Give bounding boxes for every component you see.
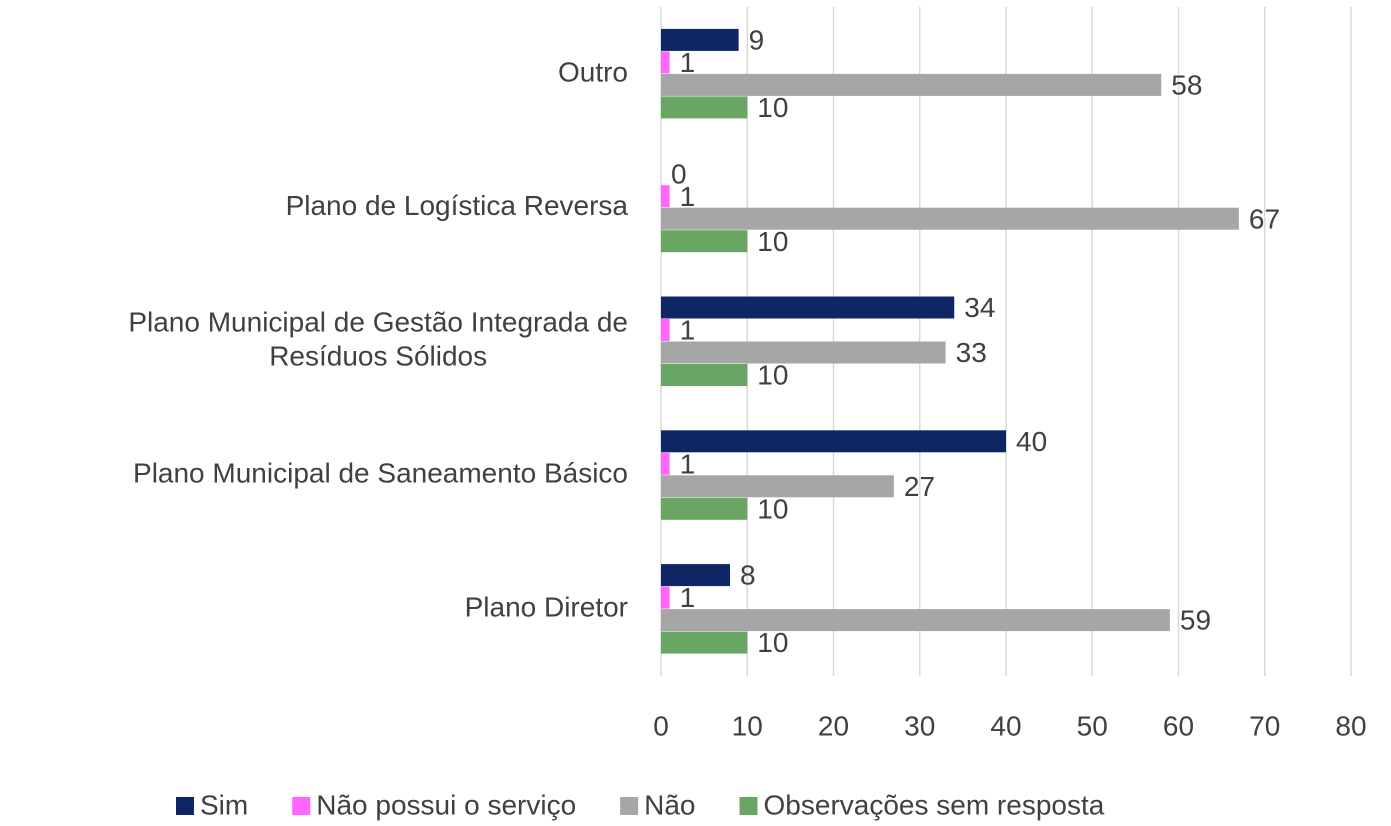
- legend-swatch: [620, 797, 639, 815]
- bar: [661, 28, 739, 51]
- bar: [661, 364, 748, 386]
- data-label: 10: [757, 226, 788, 257]
- category-label: Outro: [558, 56, 628, 87]
- x-tick-label: 50: [1077, 710, 1108, 741]
- bar: [661, 207, 1239, 230]
- bar: [661, 319, 670, 341]
- legend-swatch: [176, 797, 194, 815]
- bar: [661, 609, 1170, 632]
- data-label: 0: [671, 158, 687, 189]
- category-label: Plano Municipal de Saneamento Básico: [133, 458, 628, 489]
- data-label: 33: [956, 337, 987, 368]
- legend-label: Observações sem resposta: [764, 789, 1105, 820]
- x-tick-label: 70: [1249, 710, 1280, 741]
- data-label: 10: [757, 627, 788, 658]
- legend-label: Não: [644, 789, 695, 820]
- x-tick-label: 80: [1335, 710, 1366, 741]
- bar: [661, 51, 670, 74]
- category-label: Plano Diretor: [465, 591, 628, 622]
- data-label: 1: [680, 448, 696, 479]
- data-label: 59: [1180, 605, 1211, 636]
- bar: [661, 230, 748, 253]
- bar: [661, 73, 1162, 96]
- legend-label: Sim: [200, 789, 248, 820]
- legend-swatch: [739, 797, 758, 815]
- data-label: 1: [680, 315, 696, 346]
- bar: [661, 96, 748, 119]
- bar: [661, 564, 730, 587]
- legend-label: Não possui o serviço: [316, 789, 576, 820]
- x-tick-label: 0: [653, 710, 669, 741]
- x-tick-label: 20: [818, 710, 849, 741]
- data-label: 10: [757, 493, 788, 524]
- x-tick-label: 60: [1163, 710, 1194, 741]
- bar: [661, 631, 748, 654]
- bar: [661, 475, 894, 498]
- data-label: 67: [1249, 203, 1280, 234]
- bar: [661, 341, 946, 364]
- legend-swatch: [292, 797, 311, 815]
- data-label: 1: [680, 181, 696, 212]
- data-label: 8: [740, 560, 756, 591]
- data-label: 34: [964, 292, 995, 323]
- data-label: 58: [1171, 70, 1202, 101]
- bar: [661, 497, 748, 520]
- data-label: 1: [680, 47, 696, 78]
- data-label: 9: [749, 25, 765, 56]
- bar: [661, 296, 955, 319]
- bar: [661, 586, 670, 609]
- bar: [661, 185, 670, 208]
- data-label: 27: [904, 471, 935, 502]
- category-label: Plano Municipal de Gestão Integrada de Re…: [128, 307, 628, 372]
- bar: [661, 452, 670, 475]
- data-label: 10: [757, 360, 788, 391]
- x-tick-label: 10: [732, 710, 763, 741]
- data-label: 40: [1016, 426, 1047, 457]
- bar: [661, 430, 1006, 453]
- data-label: 10: [757, 92, 788, 123]
- category-label: Plano de Logística Reversa: [286, 190, 629, 221]
- data-label: 1: [680, 582, 696, 613]
- x-tick-label: 30: [904, 710, 935, 741]
- x-tick-label: 40: [990, 710, 1021, 741]
